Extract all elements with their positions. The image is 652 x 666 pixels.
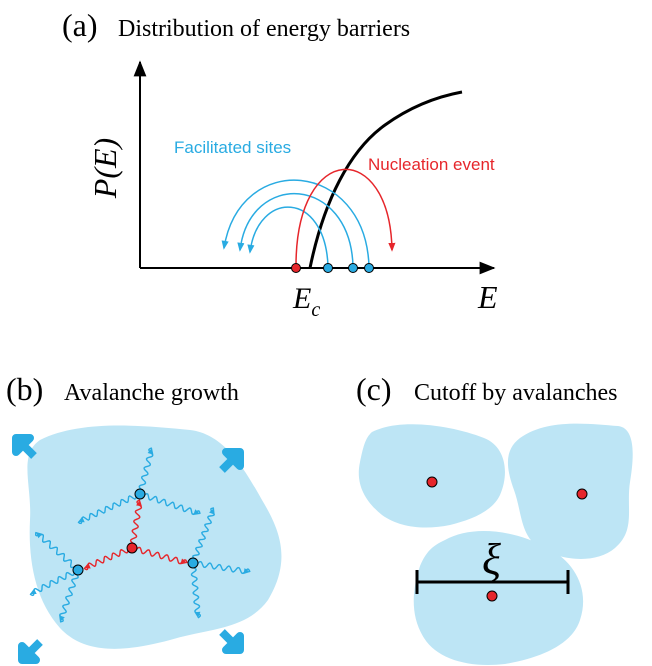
- red-propagation-top-head: [136, 500, 142, 507]
- blue-propagation-right-3-head: [194, 611, 201, 618]
- triggered-site-top: [134, 488, 146, 500]
- threshold-label: Ec: [292, 282, 320, 321]
- red-propagation-right-head: [180, 558, 187, 565]
- panel-b-label: (b): [6, 371, 43, 407]
- triggered-site-left: [72, 564, 84, 576]
- avalanche-region-1: [358, 424, 505, 528]
- panel-a-title: Distribution of energy barriers: [118, 16, 410, 42]
- facilitated-site-1: [323, 263, 333, 273]
- avalanche-region: [27, 425, 282, 649]
- blue-propagation-right-1: [192, 507, 215, 564]
- red-propagation-right: [131, 546, 188, 565]
- nucleation-site: [291, 263, 301, 273]
- facilitated-arc-1: [221, 179, 370, 267]
- facilitated-arc-2: [237, 192, 354, 267]
- correlation-length-symbol: ξ: [482, 535, 501, 584]
- blue-propagation-right-3: [189, 562, 202, 619]
- expansion-arrow-top-left: [12, 434, 37, 459]
- blue-propagation-left-3: [59, 569, 79, 623]
- red-propagation-top: [129, 499, 143, 549]
- red-propagation-left: [83, 545, 133, 571]
- expansion-arrow-bottom-left: [18, 639, 43, 664]
- threshold-subscript: c: [311, 299, 320, 321]
- blue-propagation-right-2: [192, 560, 251, 575]
- panel-a-label: (a): [62, 7, 98, 43]
- panel-b-title: Avalanche growth: [64, 380, 239, 406]
- y-axis-label: P(E): [87, 138, 123, 199]
- blue-propagation-top-2: [77, 491, 141, 525]
- blue-propagation-top-1: [138, 447, 154, 495]
- panel-a: (a) Distribution of energy barriers P(E)…: [62, 7, 498, 321]
- nucleation-arc: [295, 168, 396, 267]
- blue-propagation-right-1-head: [209, 508, 215, 515]
- blue-propagation-right-2-head: [243, 568, 250, 575]
- blue-propagation-left-1-head: [36, 532, 43, 539]
- blue-propagation-top-3: [139, 492, 201, 516]
- blue-propagation-top-1-head: [147, 448, 154, 455]
- region-1-center: [426, 476, 438, 488]
- blue-propagation-top-2-head: [78, 516, 85, 523]
- avalanche-region-3: [413, 530, 584, 665]
- region-2-center: [576, 488, 588, 500]
- x-axis-label: E: [477, 279, 498, 315]
- panel-c-label: (c): [356, 371, 392, 407]
- panel-b: (b) Avalanche growth: [6, 371, 282, 664]
- region-3-center: [486, 590, 498, 602]
- triggered-site-right: [187, 557, 199, 569]
- facilitated-arc-3: [247, 206, 329, 267]
- facilitated-site-3: [364, 263, 374, 273]
- panel-c-title: Cutoff by avalanches: [414, 380, 618, 406]
- panel-c: (c) Cutoff by avalanches ξ: [356, 371, 633, 665]
- facilitated-sites-label: Facilitated sites: [174, 138, 291, 157]
- blue-propagation-left-2-head: [30, 588, 37, 594]
- blue-propagation-left-1: [35, 531, 79, 571]
- threshold-symbol: E: [292, 282, 311, 315]
- facilitated-site-2: [348, 263, 358, 273]
- distribution-curve: [308, 90, 463, 269]
- expansion-arrow-top-right: [219, 448, 244, 473]
- blue-propagation-left-2: [29, 567, 79, 597]
- avalanche-region-2: [507, 423, 633, 559]
- blue-propagation-left-3-head: [59, 615, 65, 622]
- expansion-arrow-bottom-right: [219, 629, 244, 654]
- avalanche-propagation-lines: [29, 447, 251, 623]
- blue-propagation-top-3-head: [193, 509, 200, 515]
- nucleation-event-label: Nucleation event: [368, 155, 495, 174]
- avalanche-origin-site: [126, 542, 138, 554]
- red-propagation-left-head: [84, 562, 91, 569]
